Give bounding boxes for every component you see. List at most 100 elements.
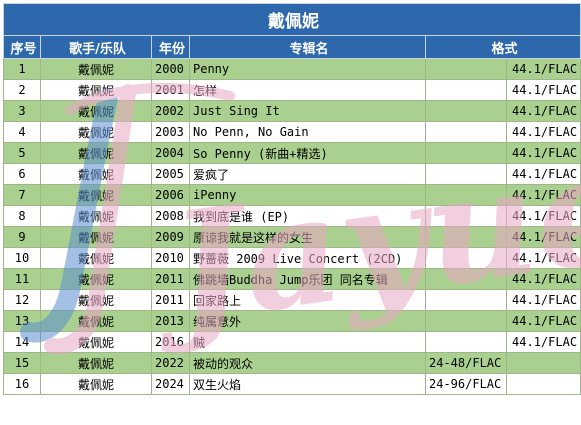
cell-format-b: 44.1/FLAC (505, 247, 581, 269)
cell-format-b: 44.1/FLAC (505, 205, 581, 227)
table-row: 8 戴佩妮 2008 我到底是谁 (EP) 44.1/FLAC (3, 205, 581, 227)
table-row: 9 戴佩妮 2009 原谅我就是这样的女生 44.1/FLAC (3, 226, 581, 248)
cell-artist: 戴佩妮 (40, 79, 152, 101)
table-row: 16 戴佩妮 2024 双生火焰 24-96/FLAC (3, 373, 581, 395)
cell-format-a (425, 79, 507, 101)
cell-format-b (505, 352, 581, 374)
cell-artist: 戴佩妮 (40, 289, 152, 311)
cell-artist: 戴佩妮 (40, 352, 152, 374)
cell-index: 15 (3, 352, 41, 374)
cell-artist: 戴佩妮 (40, 100, 152, 122)
cell-artist: 戴佩妮 (40, 310, 152, 332)
cell-format-a (425, 226, 507, 248)
table-row: 7 戴佩妮 2006 iPenny 44.1/FLAC (3, 184, 581, 206)
cell-year: 2001 (151, 79, 190, 101)
cell-year: 2024 (151, 373, 190, 395)
cell-year: 2003 (151, 121, 190, 143)
header-index: 序号 (3, 35, 41, 59)
cell-album: 爱疯了 (189, 163, 426, 185)
cell-artist: 戴佩妮 (40, 121, 152, 143)
header-album: 专辑名 (189, 35, 426, 59)
header-artist: 歌手/乐队 (40, 35, 152, 59)
cell-year: 2011 (151, 289, 190, 311)
table-row: 15 戴佩妮 2022 被动的观众 24-48/FLAC (3, 352, 581, 374)
table-row: 3 戴佩妮 2002 Just Sing It 44.1/FLAC (3, 100, 581, 122)
cell-format-b: 44.1/FLAC (505, 100, 581, 122)
cell-year: 2004 (151, 142, 190, 164)
cell-index: 7 (3, 184, 41, 206)
cell-album: 纯属意外 (189, 310, 426, 332)
cell-format-b: 44.1/FLAC (505, 331, 581, 353)
table-row: 1 戴佩妮 2000 Penny 44.1/FLAC (3, 58, 581, 80)
cell-artist: 戴佩妮 (40, 205, 152, 227)
cell-index: 5 (3, 142, 41, 164)
cell-index: 1 (3, 58, 41, 80)
cell-album: 佛跳墙Buddha Jump乐团 同名专辑 (189, 268, 426, 290)
table-row: 2 戴佩妮 2001 怎样 44.1/FLAC (3, 79, 581, 101)
cell-format-b: 44.1/FLAC (505, 163, 581, 185)
cell-format-b: 44.1/FLAC (505, 184, 581, 206)
cell-artist: 戴佩妮 (40, 163, 152, 185)
cell-format-b: 44.1/FLAC (505, 121, 581, 143)
table-row: 13 戴佩妮 2013 纯属意外 44.1/FLAC (3, 310, 581, 332)
cell-album: 原谅我就是这样的女生 (189, 226, 426, 248)
cell-year: 2005 (151, 163, 190, 185)
cell-format-b: 44.1/FLAC (505, 58, 581, 80)
cell-format-a (425, 289, 507, 311)
cell-index: 16 (3, 373, 41, 395)
cell-index: 4 (3, 121, 41, 143)
cell-album: 回家路上 (189, 289, 426, 311)
cell-year: 2000 (151, 58, 190, 80)
cell-year: 2022 (151, 352, 190, 374)
cell-album: 被动的观众 (189, 352, 426, 374)
cell-index: 13 (3, 310, 41, 332)
cell-album: 双生火焰 (189, 373, 426, 395)
cell-index: 10 (3, 247, 41, 269)
cell-album: Penny (189, 58, 426, 80)
cell-format-b: 44.1/FLAC (505, 289, 581, 311)
cell-artist: 戴佩妮 (40, 142, 152, 164)
header-format: 格式 (424, 35, 581, 59)
cell-format-a (425, 58, 507, 80)
header-row: 序号 歌手/乐队 年份 专辑名 格式 (3, 35, 581, 59)
cell-index: 11 (3, 268, 41, 290)
cell-format-a (425, 142, 507, 164)
cell-artist: 戴佩妮 (40, 184, 152, 206)
cell-index: 3 (3, 100, 41, 122)
table-row: 4 戴佩妮 2003 No Penn, No Gain 44.1/FLAC (3, 121, 581, 143)
cell-album: Just Sing It (189, 100, 426, 122)
cell-format-a: 24-48/FLAC (425, 352, 507, 374)
table-row: 5 戴佩妮 2004 So Penny (新曲+精选) 44.1/FLAC (3, 142, 581, 164)
cell-format-b: 44.1/FLAC (505, 226, 581, 248)
cell-index: 8 (3, 205, 41, 227)
table-row: 11 戴佩妮 2011 佛跳墙Buddha Jump乐团 同名专辑 44.1/FLAC (3, 268, 581, 290)
cell-artist: 戴佩妮 (40, 373, 152, 395)
table-row: 6 戴佩妮 2005 爱疯了 44.1/FLAC (3, 163, 581, 185)
cell-index: 14 (3, 331, 41, 353)
header-year: 年份 (151, 35, 190, 59)
cell-format-a (425, 121, 507, 143)
cell-year: 2009 (151, 226, 190, 248)
cell-year: 2016 (151, 331, 190, 353)
cell-format-b (505, 373, 581, 395)
album-table: 戴佩妮 序号 歌手/乐队 年份 专辑名 格式 1 戴佩妮 2000 Penny 44.1… (2, 3, 581, 395)
cell-year: 2010 (151, 247, 190, 269)
cell-artist: 戴佩妮 (40, 58, 152, 80)
cell-format-b: 44.1/FLAC (505, 142, 581, 164)
cell-year: 2006 (151, 184, 190, 206)
table-row: 14 戴佩妮 2016 贼 44.1/FLAC (3, 331, 581, 353)
cell-format-b: 44.1/FLAC (505, 79, 581, 101)
cell-format-a (425, 205, 507, 227)
cell-album: So Penny (新曲+精选) (189, 142, 426, 164)
cell-index: 6 (3, 163, 41, 185)
cell-album: 贼 (189, 331, 426, 353)
table-row: 10 戴佩妮 2010 野蔷薇 2009 Live Concert (2CD) 44.1… (3, 247, 581, 269)
cell-year: 2002 (151, 100, 190, 122)
cell-index: 12 (3, 289, 41, 311)
cell-format-b: 44.1/FLAC (505, 268, 581, 290)
cell-album: 野蔷薇 2009 Live Concert (2CD) (189, 247, 426, 269)
cell-format-a (425, 163, 507, 185)
title-row: 戴佩妮 (2, 3, 581, 36)
cell-index: 2 (3, 79, 41, 101)
cell-year: 2011 (151, 268, 190, 290)
